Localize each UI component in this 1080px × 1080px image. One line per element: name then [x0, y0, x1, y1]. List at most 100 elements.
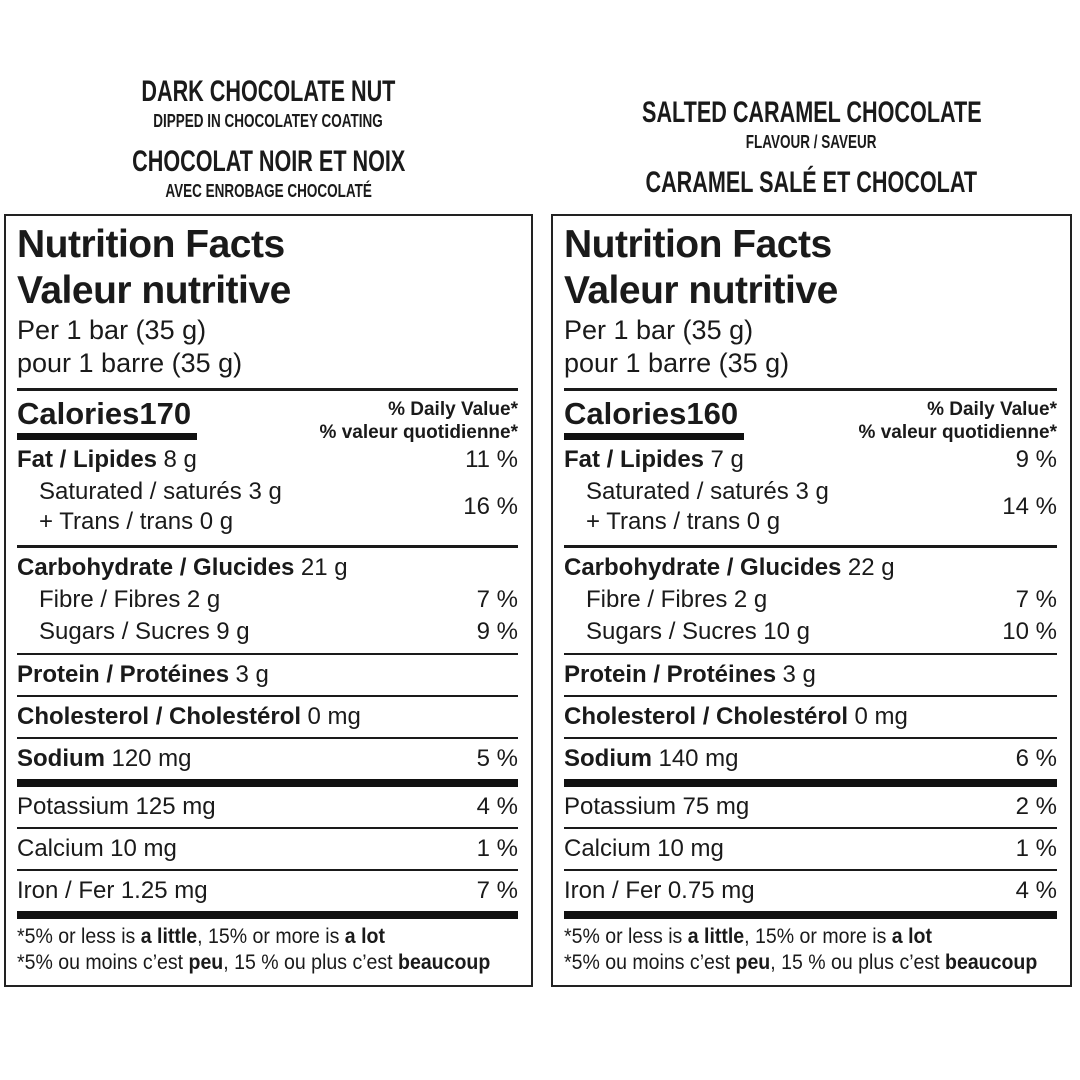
row-cholesterol: Cholesterol / Cholestérol 0 mg	[17, 697, 518, 737]
sodium-amount: 140 mg	[658, 745, 739, 772]
calcium-amount: 10 mg	[110, 835, 177, 862]
trans-line: + Trans / trans 0 g	[39, 508, 234, 535]
daily-value-header: % Daily Value* % valeur quotidienne*	[859, 398, 1057, 444]
fat-dv: 11 %	[465, 446, 518, 473]
sodium-dv: 6 %	[1015, 745, 1057, 772]
calcium-dv: 1 %	[476, 835, 518, 862]
sodium-amount: 120 mg	[111, 745, 192, 772]
product-name-en: DARK CHOCOLATE NUT	[141, 75, 396, 108]
nutrition-facts-panel-right: Nutrition Facts Valeur nutritive Per 1 b…	[551, 214, 1072, 987]
daily-value-header-fr: % valeur quotidienne*	[858, 422, 1057, 443]
calories-value: Calories160	[564, 396, 745, 440]
footnote-en: *5% or less is a little, 15% or more is …	[564, 925, 932, 948]
footnotes: *5% or less is a little, 15% or more is …	[564, 924, 1057, 976]
sodium-dv: 5 %	[476, 745, 518, 772]
row-iron: Iron / Fer 1.25 mg 7 %	[17, 871, 518, 911]
potassium-amount: 125 mg	[135, 793, 216, 820]
row-fibre: Fibre / Fibres 2 g 7 %	[17, 584, 518, 616]
calories-value: Calories170	[17, 396, 198, 440]
daily-value-header-en: % Daily Value*	[927, 399, 1057, 420]
fibre-amount: 2 g	[186, 586, 221, 613]
trans-line: + Trans / trans 0 g	[586, 508, 781, 535]
potassium-label: Potassium	[564, 793, 677, 820]
row-carbohydrate: Carbohydrate / Glucides 21 g	[17, 548, 518, 584]
sugars-dv: 10 %	[1002, 618, 1057, 645]
iron-label: Iron / Fer	[564, 877, 662, 904]
protein-amount: 3 g	[235, 661, 269, 688]
row-sugars: Sugars / Sucres 10 g 10 %	[564, 616, 1057, 653]
product-name-fr: CHOCOLAT NOIR ET NOIX	[131, 145, 406, 178]
iron-amount: 1.25 mg	[120, 877, 208, 904]
calcium-amount: 10 mg	[657, 835, 724, 862]
row-saturated-trans: Saturated / saturés 3 g + Trans / trans …	[17, 476, 518, 541]
row-saturated-trans: Saturated / saturés 3 g + Trans / trans …	[564, 476, 1057, 541]
fibre-label: Fibre / Fibres	[586, 586, 728, 613]
fibre-dv: 7 %	[1015, 586, 1057, 613]
product-header-right: SALTED CARAMEL CHOCOLATE FLAVOUR / SAVEU…	[551, 58, 1072, 202]
thick-divider	[17, 779, 518, 787]
cholesterol-label: Cholesterol / Cholestérol	[17, 703, 302, 730]
product-header-left: DARK CHOCOLATE NUT DIPPED IN CHOCOLATEY …	[4, 58, 533, 202]
row-protein: Protein / Protéines 3 g	[564, 655, 1057, 695]
daily-value-header-fr: % valeur quotidienne*	[319, 422, 518, 443]
row-potassium: Potassium 75 mg 2 %	[564, 787, 1057, 827]
calories-number: 170	[139, 396, 192, 431]
divider	[564, 695, 1057, 697]
divider	[17, 653, 518, 655]
product-subtitle-fr: AVEC ENROBAGE CHOCOLATÉ	[165, 181, 372, 201]
row-protein: Protein / Protéines 3 g	[17, 655, 518, 695]
footnote-fr: *5% ou moins c’est peu, 15 % ou plus c’e…	[17, 951, 491, 974]
protein-label: Protein / Protéines	[17, 661, 230, 688]
divider	[564, 653, 1057, 655]
row-carbohydrate: Carbohydrate / Glucides 22 g	[564, 548, 1057, 584]
daily-value-header-en: % Daily Value*	[388, 399, 518, 420]
product-subtitle-en: FLAVOUR / SAVEUR	[746, 132, 877, 152]
calcium-label: Calcium	[564, 835, 651, 862]
nft-title-fr: Valeur nutritive	[564, 269, 838, 312]
saturated-line: Saturated / saturés 3 g	[39, 478, 282, 505]
potassium-dv: 2 %	[1015, 793, 1057, 820]
divider	[17, 388, 518, 391]
sugars-label: Sugars / Sucres	[586, 618, 757, 645]
fibre-amount: 2 g	[733, 586, 768, 613]
serving-size-en: Per 1 bar (35 g)	[17, 315, 207, 345]
nft-title-en: Nutrition Facts	[17, 223, 285, 266]
cholesterol-amount: 0 mg	[307, 703, 361, 730]
fat-dv: 9 %	[1015, 446, 1057, 473]
fat-label: Fat / Lipides	[17, 446, 158, 473]
potassium-label: Potassium	[17, 793, 130, 820]
row-fibre: Fibre / Fibres 2 g 7 %	[564, 584, 1057, 616]
serving-size-en: Per 1 bar (35 g)	[564, 315, 754, 345]
saturated-trans-dv: 16 %	[463, 493, 518, 520]
calories-number: 160	[686, 396, 739, 431]
divider	[17, 545, 518, 548]
divider	[564, 737, 1057, 739]
calcium-label: Calcium	[17, 835, 104, 862]
divider	[564, 545, 1057, 548]
footnote-fr: *5% ou moins c’est peu, 15 % ou plus c’e…	[564, 951, 1038, 974]
calories-label: Calories	[17, 396, 140, 431]
calcium-dv: 1 %	[1015, 835, 1057, 862]
thick-divider	[564, 911, 1057, 919]
saturated-trans-dv: 14 %	[1002, 493, 1057, 520]
footnotes: *5% or less is a little, 15% or more is …	[17, 924, 518, 976]
serving-size-fr: pour 1 barre (35 g)	[564, 348, 790, 378]
protein-amount: 3 g	[782, 661, 816, 688]
protein-label: Protein / Protéines	[564, 661, 777, 688]
row-sodium: Sodium 140 mg 6 %	[564, 739, 1057, 779]
fat-label: Fat / Lipides	[564, 446, 705, 473]
sugars-amount: 10 g	[763, 618, 810, 645]
iron-dv: 7 %	[476, 877, 518, 904]
cholesterol-label: Cholesterol / Cholestérol	[564, 703, 849, 730]
row-potassium: Potassium 125 mg 4 %	[17, 787, 518, 827]
sodium-label: Sodium	[564, 745, 652, 772]
divider	[17, 695, 518, 697]
carbohydrate-label: Carbohydrate / Glucides	[564, 554, 842, 581]
nft-title-en: Nutrition Facts	[564, 223, 832, 266]
carbohydrate-amount: 21 g	[300, 554, 348, 581]
row-fat: Fat / Lipides 8 g 11 %	[17, 444, 518, 476]
sugars-label: Sugars / Sucres	[39, 618, 210, 645]
iron-dv: 4 %	[1015, 877, 1057, 904]
row-sodium: Sodium 120 mg 5 %	[17, 739, 518, 779]
